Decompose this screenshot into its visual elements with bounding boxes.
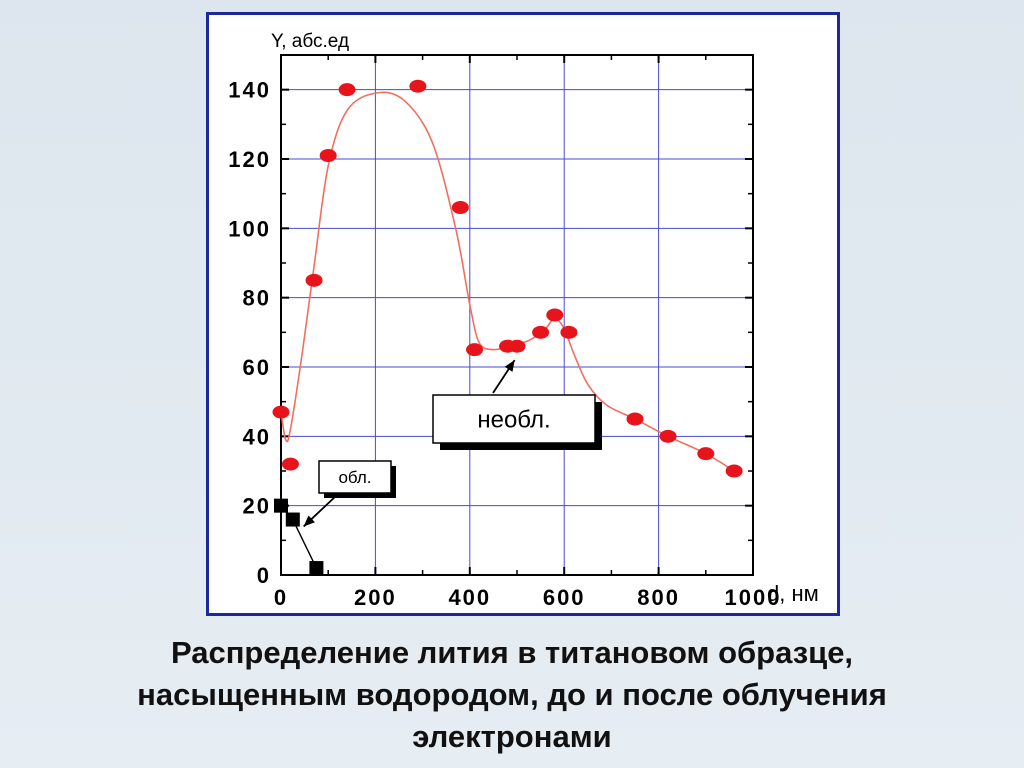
data-point: [319, 149, 337, 163]
caption-line-1: Распределение лития в титановом образце,: [170, 635, 854, 670]
y-tick-label: 0: [257, 563, 271, 588]
data-point: [305, 273, 323, 287]
annotation-box: [432, 394, 596, 444]
figure-frame: 0 200 400 600 800 1000 0 20 40 60 80 100 120 140 Y, а…: [206, 12, 840, 616]
x-tick-label: 1000: [725, 585, 782, 610]
series-line-0: [280, 91, 735, 472]
data-point: [697, 447, 715, 461]
data-point: [725, 464, 743, 478]
data-point: [285, 512, 300, 527]
annotation-arrows: [303, 359, 516, 528]
data-point: [409, 79, 427, 93]
slide-caption: Распределение лития в титановом образце,…: [0, 632, 1024, 758]
x-tick-label: 600: [543, 585, 586, 610]
y-tick-label: 100: [228, 216, 271, 241]
chart: 0 200 400 600 800 1000 0 20 40 60 80 100 120 140 Y, а…: [228, 31, 819, 610]
y-tick-label: 120: [228, 147, 271, 172]
y-tick-label: 60: [243, 355, 271, 380]
annotation-label: необл.: [477, 407, 550, 434]
y-tick-label: 140: [228, 78, 271, 103]
data-point: [626, 412, 644, 426]
data-point: [546, 308, 564, 322]
x-axis-title: d, нм: [767, 581, 819, 606]
x-tick-label: 800: [637, 585, 680, 610]
data-point: [281, 457, 299, 471]
annotation-box: [318, 460, 392, 494]
caption-line-2: насыщенным водородом, до и после облучен…: [137, 677, 887, 712]
data-point: [309, 561, 324, 576]
data-points: [272, 79, 743, 576]
y-tick-label: 40: [243, 424, 271, 449]
data-point: [272, 405, 290, 419]
data-point: [466, 343, 484, 357]
x-tick-label: 200: [354, 585, 397, 610]
annotation-label: обл.: [338, 468, 371, 487]
annotation-arrow-head: [504, 360, 515, 372]
y-axis-title: Y, абс.ед: [271, 31, 349, 52]
data-point: [532, 325, 550, 339]
annotation-arrow-head: [303, 515, 315, 527]
data-point: [451, 201, 469, 215]
annotations: необл. обл.: [318, 394, 602, 498]
data-point: [508, 339, 526, 353]
y-tick-label: 20: [243, 494, 271, 519]
y-tick-label: 80: [243, 286, 271, 311]
data-point: [338, 83, 356, 97]
tick-labels: 0 200 400 600 800 1000 0 20 40 60 80 100 120 140: [228, 78, 782, 610]
data-point: [659, 429, 677, 443]
data-point: [274, 498, 288, 513]
caption-line-3: электронами: [412, 719, 612, 754]
data-point: [560, 325, 578, 339]
x-tick-label: 400: [448, 585, 491, 610]
x-tick-label: 0: [274, 585, 288, 610]
